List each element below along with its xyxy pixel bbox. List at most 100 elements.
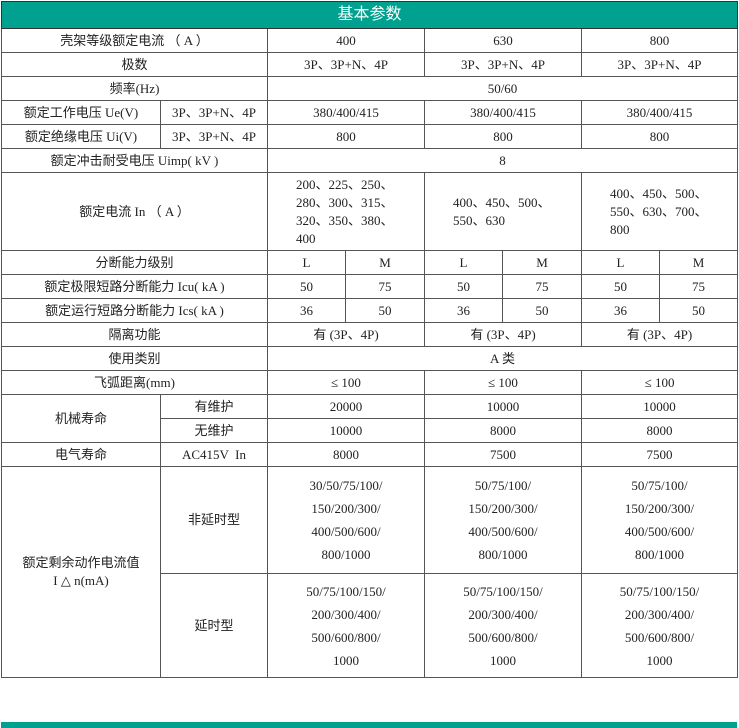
row-label: 壳架等级额定电流 （ A ）	[1, 28, 268, 53]
row-label: 极数	[1, 52, 268, 77]
cell: M	[658, 250, 739, 275]
row-label: 频率(Hz)	[1, 76, 268, 101]
table-row: 额定运行短路分断能力 Ics( kA ) 36 50 36 50 36 50	[1, 298, 739, 323]
row-label: 额定电流 In （ A ）	[1, 172, 268, 251]
row-sublabel: 3P、3P+N、4P	[160, 100, 268, 125]
cell: 400、450、500、550、630	[424, 172, 582, 251]
row-label: 额定运行短路分断能力 Ics( kA )	[1, 298, 268, 323]
cell: 50	[581, 274, 660, 299]
cell: ≤ 100	[580, 370, 739, 395]
cell: 3P、3P+N、4P	[580, 52, 739, 77]
cell: ≤ 100	[424, 370, 582, 395]
row-sublabel: AC415V In	[160, 442, 268, 467]
row-label: 分断能力级别	[1, 250, 268, 275]
row-label: 隔离功能	[1, 322, 268, 347]
cell: 380/400/415	[580, 100, 739, 125]
cell: 630	[424, 28, 582, 53]
footer-bar	[1, 722, 737, 728]
cell: M	[345, 250, 425, 275]
row-label: 电气寿命	[1, 442, 161, 467]
cell: 8	[266, 148, 739, 173]
cell: 75	[502, 274, 582, 299]
cell: 有 (3P、4P)	[424, 322, 582, 347]
row-label: 额定极限短路分断能力 Icu( kA )	[1, 274, 268, 299]
cell: A 类	[266, 346, 739, 371]
table-row: 电气寿命 AC415V In 8000 7500 7500	[1, 442, 739, 467]
cell: 200、225、250、280、300、315、320、350、380、400	[267, 172, 425, 251]
table-row: 无维护 10000 8000 8000	[2, 418, 739, 443]
cell: 800	[424, 124, 582, 149]
cell: 3P、3P+N、4P	[424, 52, 582, 77]
cell: 30/50/75/100/150/200/300/400/500/600/800…	[267, 466, 425, 574]
cell: 7500	[580, 442, 739, 467]
cell: 50/75/100/150/200/300/400/500/600/800/10…	[424, 573, 582, 678]
cell: 50	[345, 298, 425, 323]
row-label: 额定剩余动作电流值 I △ n(mA)	[1, 466, 161, 678]
table-row: 额定绝缘电压 Ui(V) 3P、3P+N、4P 800 800 800	[1, 124, 739, 149]
cell: 8000	[424, 418, 582, 443]
cell: 75	[345, 274, 425, 299]
table-row: 飞弧距离(mm) ≤ 100 ≤ 100 ≤ 100	[1, 370, 739, 395]
row-sublabel: 延时型	[160, 573, 268, 678]
cell: 10000	[424, 394, 582, 419]
residual-unit: I △ n(mA)	[53, 573, 109, 588]
cell: 50/75/100/150/200/300/400/500/600/800/10…	[580, 466, 739, 574]
residual-label: 额定剩余动作电流值	[22, 555, 140, 570]
row-label: 额定绝缘电压 Ui(V)	[1, 124, 161, 149]
cell: 7500	[424, 442, 582, 467]
row-sublabel: 非延时型	[160, 466, 268, 574]
row-sublabel: 无维护	[160, 418, 268, 443]
table-row: 额定电流 In （ A ） 200、225、250、280、300、315、32…	[1, 172, 739, 251]
parameters-table: 基本参数 壳架等级额定电流 （ A ） 400 630 800 极数 3P、3P…	[0, 1, 739, 678]
table-row: 延时型 50/75/100/150/200/300/400/500/600/80…	[2, 573, 739, 678]
cell: 3P、3P+N、4P	[267, 52, 425, 77]
cell: M	[502, 250, 582, 275]
cell: 有 (3P、4P)	[267, 322, 425, 347]
row-sublabel: 3P、3P+N、4P	[160, 124, 268, 149]
table-row: 隔离功能 有 (3P、4P) 有 (3P、4P) 有 (3P、4P)	[1, 322, 739, 347]
cell: 50	[267, 274, 346, 299]
row-label: 机械寿命	[1, 394, 161, 443]
cell: 20000	[267, 394, 425, 419]
cell: 50	[502, 298, 582, 323]
cell: 50/75/100/150/200/300/400/500/600/800/10…	[424, 466, 582, 574]
table-row: 极数 3P、3P+N、4P 3P、3P+N、4P 3P、3P+N、4P	[1, 52, 739, 77]
cell: 50	[424, 274, 503, 299]
cell: 8000	[267, 442, 425, 467]
table-row: 额定剩余动作电流值 I △ n(mA) 非延时型 30/50/75/100/15…	[1, 466, 739, 678]
cell: L	[267, 250, 346, 275]
cell: 380/400/415	[267, 100, 425, 125]
table-row: 额定极限短路分断能力 Icu( kA ) 50 75 50 75 50 75	[1, 274, 739, 299]
row-sublabel: 有维护	[160, 394, 268, 419]
cell: 50/60	[266, 76, 739, 101]
cell: 75	[658, 274, 739, 299]
cell: 8000	[580, 418, 739, 443]
row-label: 额定冲击耐受电压 Uimp( kV )	[1, 148, 268, 173]
table-row: 额定冲击耐受电压 Uimp( kV ) 8	[1, 148, 739, 173]
table-row: 分断能力级别 L M L M L M	[1, 250, 739, 275]
cell: 36	[424, 298, 503, 323]
cell: L	[581, 250, 660, 275]
table-row: 壳架等级额定电流 （ A ） 400 630 800	[1, 28, 739, 53]
cell: L	[424, 250, 503, 275]
cell: 50/75/100/150/200/300/400/500/600/800/10…	[580, 573, 739, 678]
cell: 800	[580, 28, 739, 53]
row-label: 使用类别	[1, 346, 268, 371]
table-row: 额定工作电压 Ue(V) 3P、3P+N、4P 380/400/415 380/…	[1, 100, 739, 125]
cell: 36	[581, 298, 660, 323]
table-row: 机械寿命 有维护 20000 10000 10000	[1, 394, 739, 443]
table-title: 基本参数	[0, 1, 739, 29]
cell: 10000	[580, 394, 739, 419]
cell: 50/75/100/150/200/300/400/500/600/800/10…	[267, 573, 425, 678]
table-row: 使用类别 A 类	[1, 346, 739, 371]
row-label: 额定工作电压 Ue(V)	[1, 100, 161, 125]
cell: ≤ 100	[267, 370, 425, 395]
cell: 400、450、500、550、630、700、800	[580, 172, 739, 251]
cell: 800	[267, 124, 425, 149]
table-row: 频率(Hz) 50/60	[1, 76, 739, 101]
cell: 800	[580, 124, 739, 149]
row-label: 飞弧距离(mm)	[1, 370, 268, 395]
cell: 400	[267, 28, 425, 53]
cell: 380/400/415	[424, 100, 582, 125]
cell: 10000	[267, 418, 425, 443]
